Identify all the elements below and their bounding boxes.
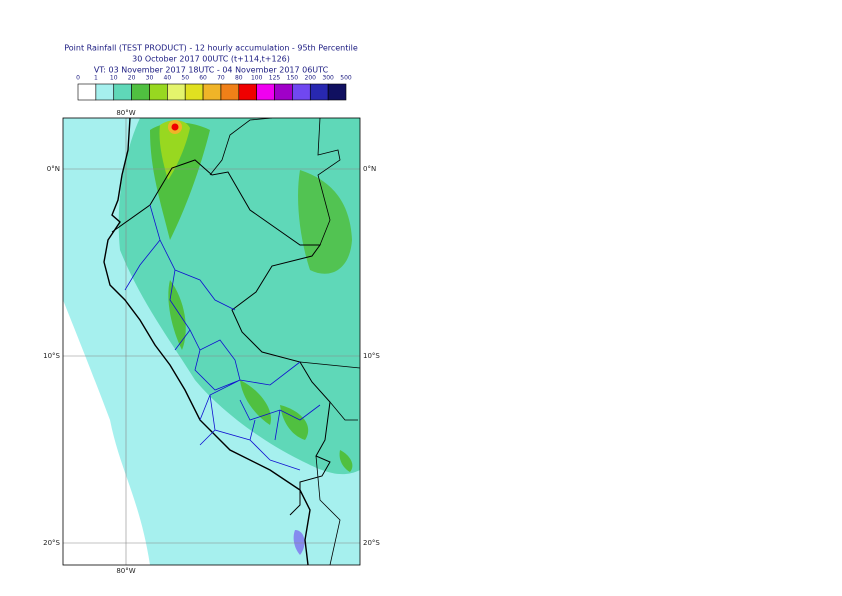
lon-label: 80°W — [116, 109, 135, 117]
lat-label: 0°N — [47, 165, 60, 173]
legend: 0 1 10 20 30 40 50 60 70 80 100 125 150 200 300 500 — [76, 75, 352, 101]
legend-label: 20 — [128, 75, 136, 82]
title: Point Rainfall (TEST PRODUCT) - 12 hourl… — [64, 44, 358, 53]
legend-label: 100 — [251, 75, 263, 82]
legend-label: 50 — [181, 75, 189, 82]
valid-time: VT: 03 November 2017 18UTC - 04 November… — [94, 66, 329, 75]
legend-label: 40 — [164, 75, 172, 82]
legend-swatch — [131, 83, 150, 101]
legend-label: 10 — [110, 75, 118, 82]
legend-label: 0 — [76, 75, 80, 82]
legend-swatch — [220, 83, 240, 101]
lat-label: 20°S — [363, 539, 380, 547]
lat-label: 20°S — [43, 539, 60, 547]
rainfall-field — [63, 118, 360, 565]
lon-label: 80°W — [116, 567, 135, 575]
legend-swatch — [202, 83, 222, 101]
legend-swatch — [149, 83, 168, 101]
legend-label: 125 — [269, 75, 281, 82]
legend-label: 150 — [287, 75, 299, 82]
legend-swatch — [327, 83, 347, 101]
legend-label: 60 — [199, 75, 207, 82]
legend-swatch — [309, 83, 329, 101]
legend-label: 1 — [94, 75, 98, 82]
lat-label: 10°S — [363, 352, 380, 360]
legend-label: 300 — [322, 75, 334, 82]
legend-swatch — [292, 83, 311, 101]
run-time: 30 October 2017 00UTC (t+114,t+126) — [132, 55, 290, 64]
map-frame — [62, 117, 361, 566]
lat-label: 10°S — [43, 352, 60, 360]
lat-label: 0°N — [363, 165, 376, 173]
legend-swatch — [77, 83, 97, 101]
legend-label: 80 — [235, 75, 243, 82]
legend-label: 30 — [146, 75, 154, 82]
legend-swatch — [113, 83, 132, 101]
boundaries — [103, 118, 360, 565]
graticule — [63, 118, 360, 565]
legend-swatch — [274, 83, 293, 101]
legend-swatch — [167, 83, 186, 101]
legend-label: 70 — [217, 75, 225, 82]
legend-swatch — [238, 83, 257, 101]
legend-swatch — [95, 83, 115, 101]
legend-label: 500 — [340, 75, 352, 82]
legend-label: 200 — [305, 75, 317, 82]
legend-swatch — [256, 83, 275, 101]
legend-swatch — [184, 83, 204, 101]
